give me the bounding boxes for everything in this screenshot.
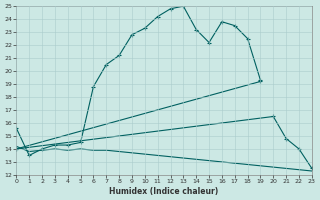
X-axis label: Humidex (Indice chaleur): Humidex (Indice chaleur) bbox=[109, 187, 219, 196]
